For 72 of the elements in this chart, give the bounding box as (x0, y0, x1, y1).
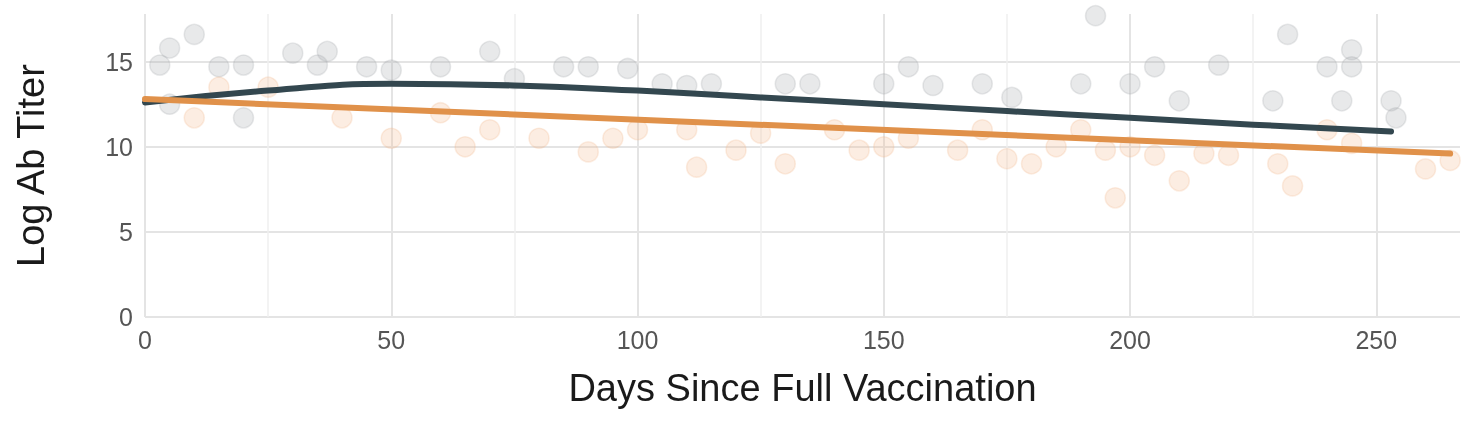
point (1020, 153, 1043, 175)
point (700, 73, 723, 95)
point (479, 119, 501, 141)
point (282, 42, 304, 64)
y-axis-title: Log Ab Titer (10, 63, 52, 267)
point (577, 56, 600, 78)
point (380, 59, 402, 81)
point (1281, 175, 1304, 197)
point (946, 139, 969, 161)
point (1217, 144, 1240, 167)
point (1385, 107, 1407, 129)
point (996, 147, 1018, 170)
y-tick-label: 0 (119, 303, 133, 331)
point (1168, 170, 1191, 192)
point (1380, 90, 1402, 112)
point (1207, 54, 1230, 76)
point (725, 139, 747, 161)
point (1070, 73, 1092, 95)
point (922, 74, 944, 97)
y-tick-label: 5 (119, 217, 133, 246)
point (1340, 56, 1363, 78)
point (479, 40, 501, 63)
point (355, 56, 378, 78)
point (685, 156, 708, 178)
x-axis-title: Days Since Full Vaccination (568, 367, 1037, 409)
point (1084, 4, 1107, 27)
point (183, 23, 205, 46)
point (1168, 90, 1191, 112)
x-tick-label: 200 (1109, 325, 1151, 354)
point (1331, 90, 1353, 112)
y-tick-label: 10 (105, 132, 133, 161)
point (552, 56, 575, 78)
point (1001, 86, 1023, 109)
point (1119, 73, 1141, 95)
point (1143, 56, 1166, 78)
point (183, 107, 205, 129)
point (158, 37, 181, 59)
point (1414, 158, 1437, 180)
x-tick-label: 150 (862, 325, 905, 354)
point (873, 73, 895, 95)
x-tick-label: 250 (1355, 325, 1398, 354)
point (774, 73, 797, 95)
point (897, 56, 920, 78)
point (1104, 187, 1126, 209)
point (774, 153, 797, 175)
point (429, 56, 452, 78)
point (149, 54, 171, 76)
point (616, 57, 639, 80)
point (1143, 144, 1166, 167)
point (331, 107, 353, 129)
point (602, 127, 624, 150)
point (306, 54, 329, 76)
x-tick-label: 100 (616, 325, 659, 354)
x-tick-label: 0 (138, 325, 152, 354)
point (1276, 23, 1299, 46)
point (232, 107, 255, 129)
point (232, 54, 255, 76)
point (577, 141, 600, 163)
point (971, 73, 994, 95)
point (380, 127, 402, 150)
point (208, 56, 230, 78)
point (454, 136, 476, 158)
point (1316, 56, 1338, 78)
point (528, 127, 550, 150)
x-tick-label: 50 (377, 325, 406, 354)
point (1267, 153, 1289, 175)
point (848, 139, 870, 161)
point (1094, 139, 1117, 161)
point (873, 136, 895, 158)
y-tick-label: 15 (105, 47, 133, 76)
point (1262, 90, 1284, 112)
point (799, 73, 821, 95)
